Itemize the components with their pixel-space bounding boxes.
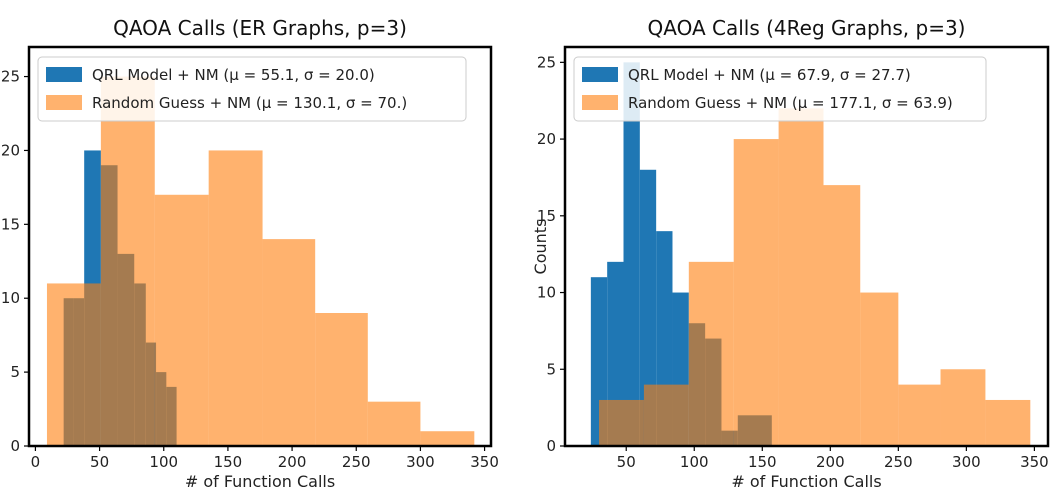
x-tick-label: 300 — [406, 453, 435, 471]
histogram-bar — [898, 384, 941, 446]
series-random-guess — [46, 76, 475, 447]
y-tick-label: 15 — [1, 215, 20, 233]
histogram-bar — [733, 139, 779, 447]
y-tick-label: 0 — [546, 437, 556, 455]
legend-series-name: QRL Model + NM ( — [92, 66, 229, 84]
legend-series-stats: μ = 177.1, σ = 63.9) — [798, 94, 953, 112]
x-tick-label: 200 — [816, 453, 845, 471]
x-tick-label: 50 — [90, 453, 109, 471]
legend-box — [37, 56, 467, 122]
y-tick-label: 25 — [1, 68, 20, 86]
histogram-bar — [985, 399, 1031, 446]
legend-series-name: Random Guess + NM ( — [92, 94, 262, 112]
x-tick-label: 150 — [748, 453, 777, 471]
x-tick-label: 250 — [342, 453, 371, 471]
legend-series-stats: μ = 67.9, σ = 27.7) — [765, 66, 910, 84]
legend-label: QRL Model + NM (μ = 67.9, σ = 27.7) — [628, 66, 911, 84]
x-tick-label: 250 — [884, 453, 913, 471]
histogram-bar — [208, 150, 263, 446]
x-tick-label: 300 — [952, 453, 981, 471]
histogram-bar — [860, 292, 899, 446]
legend: QRL Model + NM (μ = 67.9, σ = 27.7) Rando… — [573, 56, 987, 122]
chart-title: QAOA Calls (ER Graphs, p=3) — [113, 16, 407, 40]
histogram-bar — [100, 76, 155, 447]
x-tick-label: 200 — [278, 453, 307, 471]
histogram-bar — [823, 185, 861, 446]
histogram-bar — [778, 108, 824, 446]
legend-series-name: Random Guess + NM ( — [628, 94, 798, 112]
y-tick-label: 25 — [537, 53, 556, 71]
y-axis-label: Counts — [531, 219, 550, 275]
y-tick-label: 10 — [1, 289, 20, 307]
histogram-bar — [940, 369, 986, 446]
histogram-bar — [315, 313, 368, 446]
legend-label: QRL Model + NM (μ = 55.1, σ = 20.0) — [92, 66, 375, 84]
legend-series-stats: μ = 55.1, σ = 20.0) — [229, 66, 374, 84]
legend-swatch — [46, 95, 82, 110]
legend-swatch — [582, 95, 618, 110]
y-tick-label: 0 — [10, 437, 20, 455]
x-tick-label: 350 — [470, 453, 499, 471]
y-tick-label: 5 — [546, 360, 556, 378]
histogram-bar — [639, 169, 657, 446]
histogram-bar — [262, 239, 316, 446]
y-tick-label: 15 — [537, 207, 556, 225]
histogram-bar — [599, 399, 644, 446]
histogram-bar — [367, 401, 421, 446]
x-tick-label: 100 — [680, 453, 709, 471]
x-axis-label: # of Function Calls — [185, 472, 335, 491]
histogram-bar — [688, 261, 734, 446]
y-tick-label: 20 — [537, 130, 556, 148]
y-tick-label: 5 — [10, 363, 20, 381]
legend: QRL Model + NM (μ = 55.1, σ = 20.0) Rando… — [37, 56, 467, 122]
legend-box — [573, 56, 987, 122]
x-tick-label: 0 — [31, 453, 41, 471]
legend-series-name: QRL Model + NM ( — [628, 66, 765, 84]
x-tick-label: 50 — [617, 453, 636, 471]
x-tick-label: 100 — [149, 453, 178, 471]
legend-swatch — [582, 67, 618, 82]
plot-frame — [27, 45, 493, 448]
legend-swatch — [46, 67, 82, 82]
y-tick-label: 20 — [1, 141, 20, 159]
legend-label: Random Guess + NM (μ = 177.1, σ = 63.9) — [628, 94, 953, 112]
chart-2: QAOA Calls (4Reg Graphs, p=3)50 100 150 200… — [531, 16, 1050, 491]
legend-label: Random Guess + NM (μ = 130.1, σ = 70.) — [92, 94, 407, 112]
histogram-bar — [46, 283, 101, 446]
y-tick-label: 10 — [537, 284, 556, 302]
histogram-bar — [643, 384, 689, 446]
plot-frame — [563, 45, 1050, 448]
chart-title: QAOA Calls (4Reg Graphs, p=3) — [648, 16, 966, 40]
series-random-guess — [599, 108, 1031, 447]
chart-1: QAOA Calls (ER Graphs, p=3)0 50 100 150 200 2… — [1, 16, 499, 491]
histogram-bar — [154, 194, 209, 446]
histogram-bar — [623, 62, 640, 446]
x-tick-label: 150 — [214, 453, 243, 471]
x-axis-label: # of Function Calls — [731, 472, 881, 491]
histogram-bar — [420, 431, 475, 446]
x-tick-label: 350 — [1020, 453, 1049, 471]
legend-series-stats: μ = 130.1, σ = 70.) — [262, 94, 407, 112]
